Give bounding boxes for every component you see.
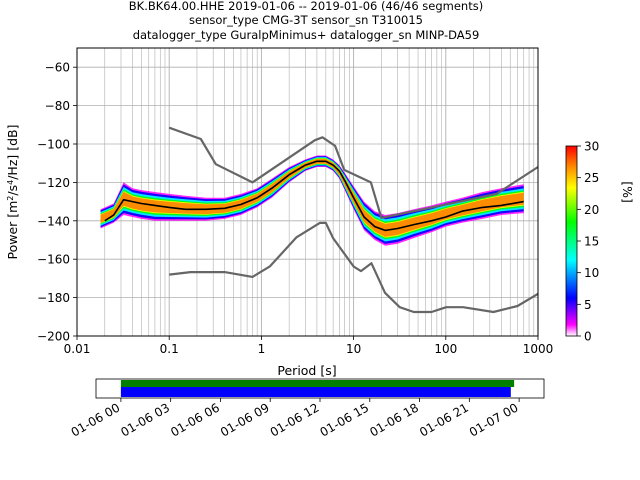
coverage-tick-label: 01-06 15 <box>318 400 372 439</box>
coverage-used-bar <box>120 387 511 397</box>
x-tick-label: 100 <box>434 342 457 356</box>
coverage-tick-label: 01-06 21 <box>417 400 471 439</box>
heatmap-density-layer <box>100 158 524 237</box>
x-tick-label: 0.1 <box>160 342 179 356</box>
plot-frame <box>76 47 539 337</box>
x-tick-label: 10 <box>346 342 361 356</box>
title-line-3: datalogger_type GuralpMinimus+ datalogge… <box>133 28 480 42</box>
colorbar-tick-label: 0 <box>584 330 592 344</box>
mean-psd-line <box>104 160 524 232</box>
coverage-tick-label: 01-06 00 <box>69 400 123 439</box>
y-tick-label: −160 <box>37 253 70 267</box>
y-axis-label: Power [m2/s4/Hz] [dB] <box>5 124 20 259</box>
new-low-noise-model-line <box>169 221 538 314</box>
coverage-data-bar <box>120 380 515 387</box>
colorbar <box>565 145 578 337</box>
y-tick-label: −60 <box>45 61 70 75</box>
coverage-tick-label: 01-06 09 <box>218 400 272 439</box>
coverage-tick-label: 01-06 18 <box>367 400 421 439</box>
x-axis-label: Period [s] <box>277 363 336 378</box>
x-tick-label: 0.01 <box>64 342 91 356</box>
colorbar-tick-label: 30 <box>584 140 599 154</box>
coverage-tick-label: 01-06 12 <box>268 400 322 439</box>
colorbar-label: [%] <box>620 181 635 203</box>
colorbar-tick-label: 10 <box>584 266 599 280</box>
axis-ticks: 0.01 0.1 1 10 100 1000 −200 −180 −160 −140 −120 −10… <box>37 61 553 356</box>
coverage-tick-label: 01-06 06 <box>168 400 222 439</box>
colorbar-ticks: 0 5 10 15 20 25 30 <box>577 140 599 344</box>
y-tick-label: −120 <box>37 176 70 190</box>
title-line-2: sensor_type CMG-3T sensor_sn T310015 <box>189 13 423 27</box>
coverage-tick-label: 01-07 00 <box>467 400 521 439</box>
colorbar-tick-label: 20 <box>584 203 599 217</box>
new-high-noise-model-line <box>168 126 538 219</box>
y-tick-label: −140 <box>37 214 70 228</box>
y-tick-label: −100 <box>37 138 70 152</box>
y-tick-label: −80 <box>45 99 70 113</box>
coverage-tick-label: 01-06 03 <box>118 400 172 439</box>
colorbar-tick-label: 15 <box>584 235 599 249</box>
title-line-1: BK.BK64.00.HHE 2019-01-06 -- 2019-01-06 … <box>129 0 483 13</box>
colorbar-tick-label: 5 <box>584 298 592 312</box>
y-tick-label: −180 <box>37 291 70 305</box>
y-tick-label: −200 <box>37 330 70 344</box>
x-tick-label: 1000 <box>523 342 554 356</box>
colorbar-tick-label: 25 <box>584 171 599 185</box>
x-tick-label: 1 <box>258 342 266 356</box>
psd-curves <box>104 126 538 314</box>
